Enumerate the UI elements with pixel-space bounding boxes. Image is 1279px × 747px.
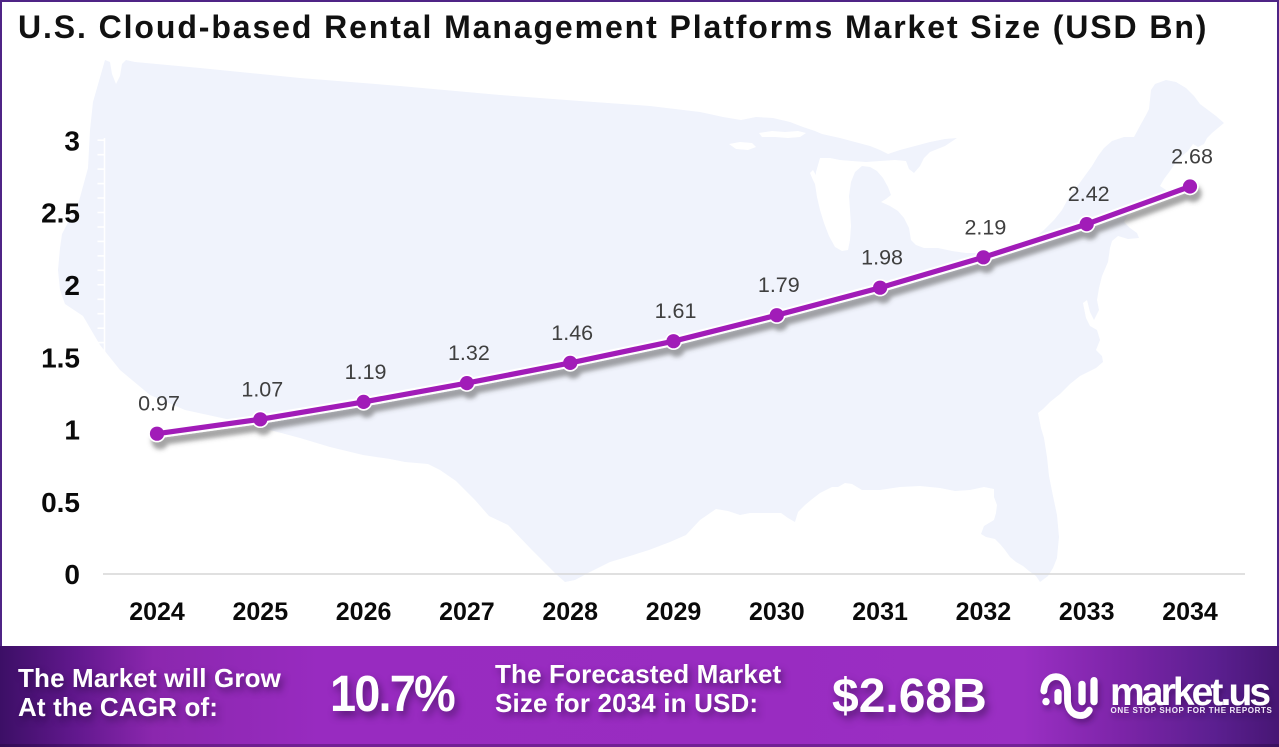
- svg-text:2024: 2024: [129, 598, 185, 626]
- svg-text:2: 2: [64, 270, 80, 301]
- svg-text:2.5: 2.5: [41, 198, 80, 229]
- svg-text:2.19: 2.19: [964, 215, 1006, 239]
- svg-text:market.us: market.us: [1110, 671, 1270, 714]
- svg-text:2027: 2027: [439, 598, 495, 626]
- svg-text:1: 1: [64, 415, 80, 446]
- svg-text:2034: 2034: [1162, 598, 1218, 626]
- svg-text:2033: 2033: [1059, 598, 1115, 626]
- svg-text:1.5: 1.5: [41, 342, 80, 373]
- svg-text:2.68: 2.68: [1171, 145, 1213, 169]
- svg-text:2026: 2026: [336, 598, 392, 626]
- svg-text:1.19: 1.19: [345, 360, 387, 384]
- svg-text:0.97: 0.97: [138, 392, 180, 416]
- svg-text:2032: 2032: [956, 598, 1012, 626]
- svg-text:1.98: 1.98: [861, 246, 903, 270]
- svg-text:2030: 2030: [749, 598, 805, 626]
- svg-text:2031: 2031: [852, 598, 908, 626]
- svg-text:0.5: 0.5: [41, 487, 80, 518]
- svg-text:0: 0: [64, 559, 80, 590]
- svg-text:2029: 2029: [646, 598, 702, 626]
- svg-text:3: 3: [64, 125, 80, 156]
- svg-text:1.79: 1.79: [758, 273, 800, 297]
- svg-text:1.61: 1.61: [655, 299, 697, 323]
- svg-text:1.46: 1.46: [551, 321, 593, 345]
- svg-text:1.07: 1.07: [241, 377, 283, 401]
- svg-text:1.32: 1.32: [448, 341, 490, 365]
- svg-text:2025: 2025: [232, 598, 288, 626]
- svg-text:2.42: 2.42: [1068, 182, 1110, 206]
- svg-text:2028: 2028: [542, 598, 598, 626]
- svg-text:ONE STOP SHOP FOR THE REPORTS: ONE STOP SHOP FOR THE REPORTS: [1111, 706, 1273, 715]
